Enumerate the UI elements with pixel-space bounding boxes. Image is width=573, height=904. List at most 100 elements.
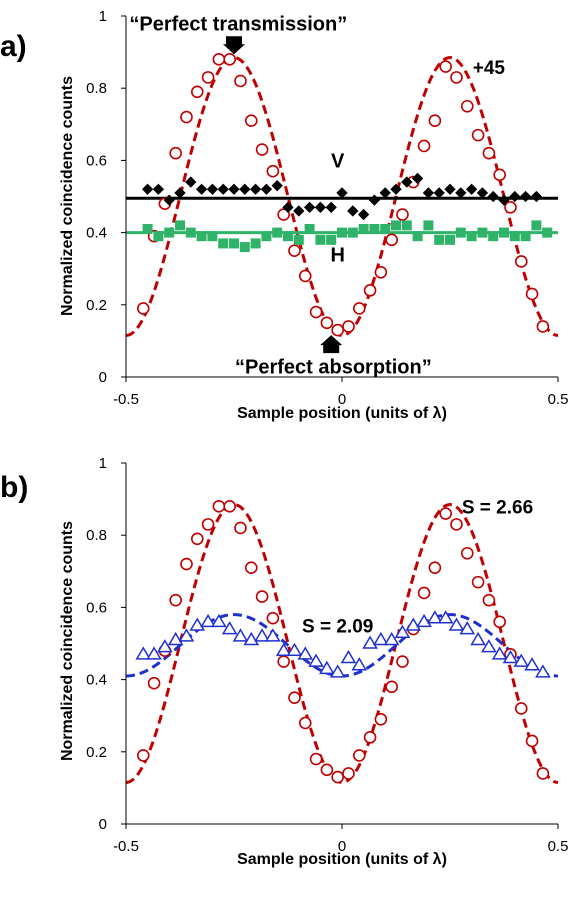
point-s1-19	[340, 649, 357, 664]
point-H-21	[369, 223, 380, 234]
point-H-8	[229, 238, 239, 249]
panel-a: a) Normalized coincidence counts Sample …	[0, 8, 568, 422]
annotation-perfect-transmission: “Perfect transmission”	[129, 13, 347, 35]
point-s1-16	[308, 653, 324, 667]
point-H-2	[164, 227, 175, 238]
point-s0-16	[309, 752, 323, 766]
point-V-11	[260, 183, 273, 195]
x-tick-label: 0	[338, 391, 346, 408]
point-V-3	[174, 187, 186, 199]
point-s1-6	[200, 613, 216, 628]
point-H-0	[142, 223, 153, 234]
panel-b: b) Normalized coincidence counts Sample …	[0, 455, 568, 868]
point-s1-20	[351, 657, 368, 671]
point-s1-23	[383, 631, 400, 646]
point-plus45-31	[471, 128, 485, 142]
y-tick-label: 0.6	[86, 599, 107, 616]
point-s1-11	[254, 628, 270, 642]
point-V-28	[444, 183, 456, 195]
panel-b-annotations: S = 2.66 S = 2.09	[302, 498, 533, 638]
point-H-29	[455, 227, 466, 238]
point-H-7	[218, 238, 229, 249]
point-V-22	[379, 187, 391, 199]
point-H-1	[153, 231, 164, 242]
point-H-22	[380, 223, 391, 234]
point-plus45-16	[309, 305, 323, 319]
point-s0-23	[385, 680, 398, 694]
point-H-17	[326, 234, 337, 245]
annotation-label: H	[330, 244, 344, 266]
point-V-4	[185, 176, 197, 188]
point-V-34	[509, 190, 521, 203]
point-plus45-4	[180, 110, 193, 124]
y-tick-label: 0.4	[86, 225, 107, 242]
panel-b-xlabel: Sample position (units of λ)	[237, 851, 447, 868]
point-s0-37	[536, 767, 550, 780]
point-plus45-12	[266, 164, 280, 178]
point-H-30	[466, 231, 477, 242]
point-H-26	[423, 220, 434, 231]
point-s0-32	[482, 593, 496, 607]
point-V-12	[271, 180, 283, 192]
point-s1-12	[265, 628, 281, 642]
point-V-26	[422, 187, 435, 199]
y-tick-label: 0	[99, 816, 107, 833]
point-V-13	[282, 201, 294, 213]
fit-curve-0	[125, 55, 559, 338]
point-s0-1	[147, 676, 161, 690]
point-V-24	[401, 176, 413, 188]
point-H-32	[488, 231, 499, 242]
point-s1-7	[211, 613, 227, 628]
annotation-label: S = 2.09	[302, 617, 373, 638]
point-plus45-34	[504, 201, 517, 214]
up-arrow-icon	[320, 335, 343, 354]
point-H-28	[445, 234, 455, 245]
point-plus45-36	[525, 287, 539, 301]
point-H-6	[207, 231, 218, 242]
point-s1-22	[373, 631, 389, 646]
point-s1-26	[416, 613, 432, 628]
x-tick-label: 0	[338, 838, 346, 855]
point-s1-17	[319, 660, 335, 675]
point-s0-6	[201, 518, 215, 531]
y-tick-label: 1	[99, 455, 107, 472]
point-s1-37	[535, 664, 551, 678]
panel-a-xlabel: Sample position (units of λ)	[237, 405, 447, 422]
point-V-23	[390, 183, 402, 195]
point-s1-3	[167, 631, 184, 646]
point-V-7	[217, 183, 229, 195]
point-s0-7	[212, 500, 226, 513]
point-plus45-11	[255, 143, 269, 156]
point-V-8	[228, 183, 240, 195]
point-plus45-27	[428, 114, 442, 127]
point-V-6	[206, 183, 219, 195]
point-plus45-23	[385, 233, 398, 247]
point-s1-14	[286, 642, 303, 657]
point-s1-32	[481, 639, 497, 653]
point-plus45-22	[374, 266, 388, 279]
point-s1-18	[329, 664, 346, 678]
point-plus45-24	[396, 208, 409, 221]
point-V-14	[293, 205, 305, 217]
point-plus45-6	[201, 71, 215, 84]
point-V-33	[498, 194, 510, 206]
point-V-20	[357, 208, 370, 221]
point-plus45-29	[450, 71, 463, 84]
point-s1-28	[437, 610, 454, 624]
point-H-31	[477, 227, 488, 238]
point-plus45-5	[190, 85, 204, 99]
point-H-3	[175, 220, 185, 231]
point-H-5	[196, 231, 207, 242]
point-s1-13	[275, 642, 292, 657]
panel-a-annotations: “Perfect transmission” “Perfect absorptio…	[129, 13, 505, 378]
point-H-19	[347, 227, 358, 238]
point-H-34	[509, 231, 520, 242]
point-s0-29	[450, 518, 463, 531]
point-s0-30	[460, 546, 474, 560]
point-s1-8	[221, 621, 238, 635]
point-s0-4	[180, 557, 193, 571]
point-V-19	[347, 205, 359, 217]
point-s1-5	[189, 617, 206, 631]
point-s0-10	[244, 561, 258, 574]
